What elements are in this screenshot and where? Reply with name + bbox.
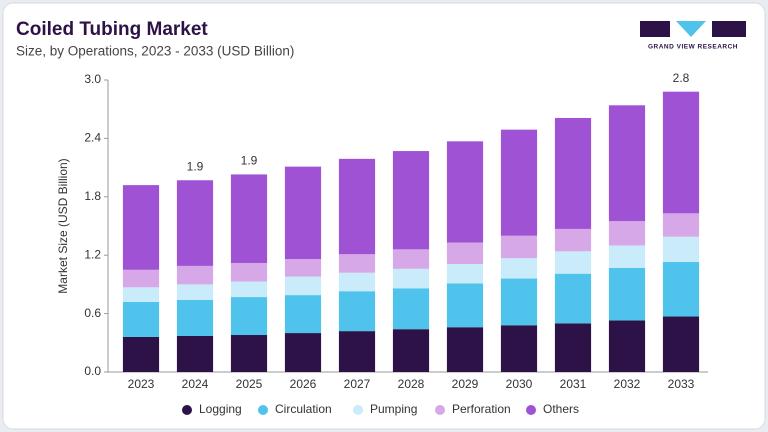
bar-segment xyxy=(392,151,430,250)
bar-segment xyxy=(284,333,322,372)
legend-label: Circulation xyxy=(275,402,332,416)
x-tick-label: 2031 xyxy=(560,377,587,391)
y-tick-label: 2.4 xyxy=(84,131,101,145)
bar-segment xyxy=(176,180,214,266)
legend-label: Perforation xyxy=(452,402,511,416)
chart-title: Coiled Tubing Market xyxy=(16,19,208,40)
logo-text: GRAND VIEW RESEARCH xyxy=(648,44,738,51)
bar-segment xyxy=(338,158,376,255)
bar-segment xyxy=(338,291,376,332)
logo: GRAND VIEW RESEARCH xyxy=(640,21,746,51)
bar-segment xyxy=(338,254,376,273)
bar-segment xyxy=(500,258,538,279)
bar-segment xyxy=(338,272,376,292)
bar-segment xyxy=(392,288,430,330)
bar-segment xyxy=(500,278,538,326)
bar-segment xyxy=(176,335,214,372)
bar-segment xyxy=(446,283,484,328)
total-label: 1.9 xyxy=(187,159,204,173)
bar-segment xyxy=(554,251,592,274)
bar-segment xyxy=(392,329,430,372)
x-tick-label: 2032 xyxy=(614,377,641,391)
y-axis-label: Market Size (USD Billion) xyxy=(56,158,70,293)
logo-block xyxy=(676,21,706,37)
x-tick-label: 2024 xyxy=(182,377,209,391)
bar-segment xyxy=(608,267,646,321)
bar-segment xyxy=(662,213,700,237)
bar-segment xyxy=(176,299,214,336)
bar-segment xyxy=(176,284,214,300)
bar-segment xyxy=(446,327,484,372)
chart-subtitle: Size, by Operations, 2023 - 2033 (USD Bi… xyxy=(16,44,294,59)
bar-segment xyxy=(662,236,700,263)
bar-segment xyxy=(446,242,484,264)
bar-segment xyxy=(500,235,538,259)
bar-segment xyxy=(446,263,484,284)
x-tick-label: 2028 xyxy=(398,377,425,391)
bar-segment xyxy=(662,262,700,317)
bar-segment xyxy=(122,185,160,270)
legend-marker xyxy=(526,405,536,415)
y-tick-label: 1.2 xyxy=(84,247,101,261)
bar-segment xyxy=(608,105,646,222)
legend-marker xyxy=(182,405,192,415)
bar-segment xyxy=(284,259,322,277)
bar-segment xyxy=(662,316,700,372)
x-tick-label: 2027 xyxy=(344,377,371,391)
bar-segment xyxy=(446,141,484,243)
bar-segment xyxy=(554,228,592,252)
bar-segment xyxy=(230,281,268,298)
bar-segment xyxy=(608,245,646,268)
bar-segment xyxy=(122,336,160,372)
bar-segment xyxy=(500,325,538,372)
total-label: 1.9 xyxy=(241,154,258,168)
logo-block xyxy=(640,21,670,37)
x-tick-label: 2033 xyxy=(668,377,695,391)
bar-segment xyxy=(608,320,646,372)
bar-segment xyxy=(122,301,160,337)
x-tick-label: 2026 xyxy=(290,377,317,391)
bar-segment xyxy=(392,268,430,289)
bar-segment xyxy=(554,117,592,229)
legend-label: Logging xyxy=(199,402,242,416)
legend-label: Pumping xyxy=(370,402,417,416)
bar-segment xyxy=(230,262,268,282)
y-tick-label: 0.0 xyxy=(84,364,101,378)
bar-segment xyxy=(284,276,322,296)
y-tick-label: 1.8 xyxy=(84,189,101,203)
logo-block xyxy=(712,21,746,37)
legend-marker xyxy=(435,405,445,415)
legend-marker xyxy=(258,405,268,415)
y-tick-label: 3.0 xyxy=(84,72,101,86)
x-tick-label: 2025 xyxy=(236,377,263,391)
bar-segment xyxy=(500,129,538,236)
bar-segment xyxy=(662,91,700,214)
bar-segment xyxy=(608,221,646,246)
x-tick-label: 2029 xyxy=(452,377,479,391)
legend-label: Others xyxy=(543,402,579,416)
bar-segment xyxy=(176,265,214,285)
total-label: 2.8 xyxy=(673,71,690,85)
bar-segment xyxy=(284,295,322,334)
bar-segment xyxy=(284,166,322,260)
x-tick-label: 2023 xyxy=(128,377,155,391)
legend-marker xyxy=(353,405,363,415)
bar-segment xyxy=(230,297,268,336)
y-tick-label: 0.6 xyxy=(84,306,101,320)
bar-segment xyxy=(338,331,376,372)
bar-segment xyxy=(554,323,592,372)
bar-segment xyxy=(122,269,160,288)
bar-segment xyxy=(230,335,268,372)
x-tick-label: 2030 xyxy=(506,377,533,391)
bar-segment xyxy=(230,174,268,263)
bar-segment xyxy=(122,287,160,302)
bar-segment xyxy=(554,273,592,324)
bar-segment xyxy=(392,249,430,269)
